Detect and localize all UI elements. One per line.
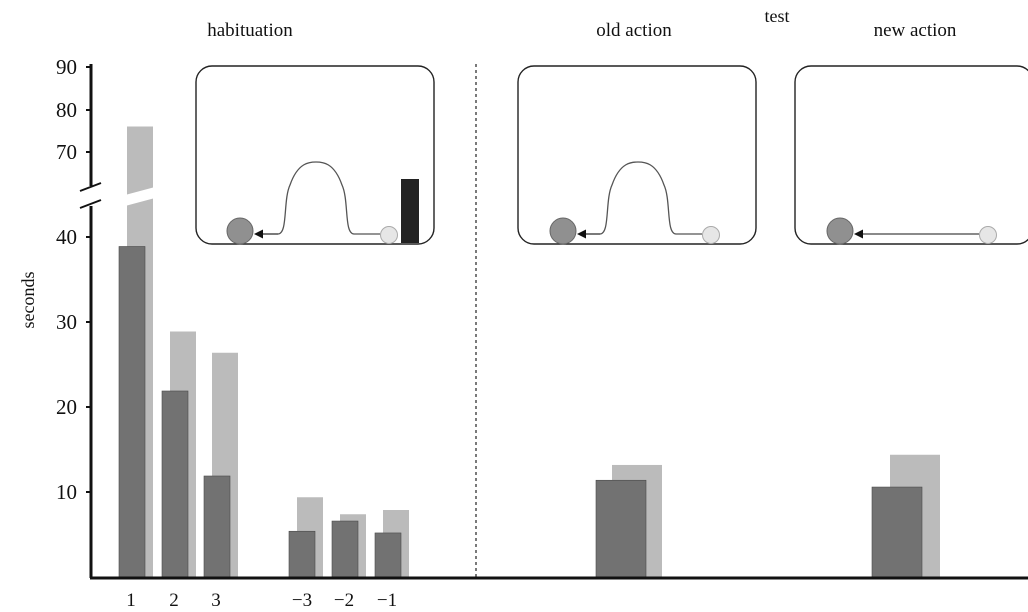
arrowhead-icon bbox=[854, 229, 863, 239]
agent-ball-icon bbox=[549, 217, 577, 245]
section-label-test: test bbox=[765, 6, 790, 26]
x-tick-label-trial-2: 2 bbox=[169, 590, 179, 611]
bar-dark-trial-3 bbox=[203, 475, 231, 579]
section-label-habituation: habituation bbox=[207, 20, 293, 41]
x-tick-label-trial-minus-2: −2 bbox=[334, 590, 354, 611]
y-tick-label-80: 80 bbox=[56, 98, 77, 122]
y-tick-label-70: 70 bbox=[56, 140, 77, 164]
goal-ball-icon bbox=[979, 226, 997, 244]
y-tick-label-20: 20 bbox=[56, 395, 77, 419]
y-axis-label: seconds bbox=[18, 272, 38, 329]
agent-ball-icon bbox=[226, 217, 254, 245]
bars-layer bbox=[118, 126, 940, 579]
goal-ball-icon bbox=[380, 226, 398, 244]
bar-dark-trial-minus-1 bbox=[374, 532, 402, 579]
bar-dark-trial-1 bbox=[118, 246, 146, 579]
inset-habituation-event bbox=[195, 65, 435, 245]
goal-ball-icon bbox=[702, 226, 720, 244]
section-label-old-action: old action bbox=[596, 20, 672, 41]
bar-dark-trial-minus-3 bbox=[288, 530, 316, 579]
axis-break-gap-trial-1 bbox=[125, 187, 155, 206]
bar-dark-trial-minus-2 bbox=[331, 520, 359, 579]
x-tick-label-trial-1: 1 bbox=[126, 590, 136, 611]
y-tick-label-90: 90 bbox=[56, 55, 77, 79]
agent-ball-icon bbox=[826, 217, 854, 245]
axis-break-marks bbox=[79, 182, 102, 209]
inset-old-action bbox=[517, 65, 757, 245]
x-tick-label-trial-minus-3: −3 bbox=[292, 590, 312, 611]
bar-dark-new-action bbox=[871, 486, 923, 579]
y-tick-label-40: 40 bbox=[56, 225, 77, 249]
x-tick-label-trial-3: 3 bbox=[211, 590, 221, 611]
arrowhead-icon bbox=[577, 229, 586, 239]
bar-dark-old-action bbox=[595, 479, 647, 579]
section-label-new-action: new action bbox=[874, 20, 957, 41]
inset-new-action bbox=[794, 65, 1028, 245]
y-axis-ticks bbox=[86, 66, 91, 493]
bar-dark-trial-2 bbox=[161, 390, 189, 579]
y-tick-label-30: 30 bbox=[56, 310, 77, 334]
y-tick-label-10: 10 bbox=[56, 480, 77, 504]
obstacle-wall-icon bbox=[401, 179, 419, 243]
arrowhead-icon bbox=[254, 229, 263, 239]
x-tick-label-trial-minus-1: −1 bbox=[377, 590, 397, 611]
